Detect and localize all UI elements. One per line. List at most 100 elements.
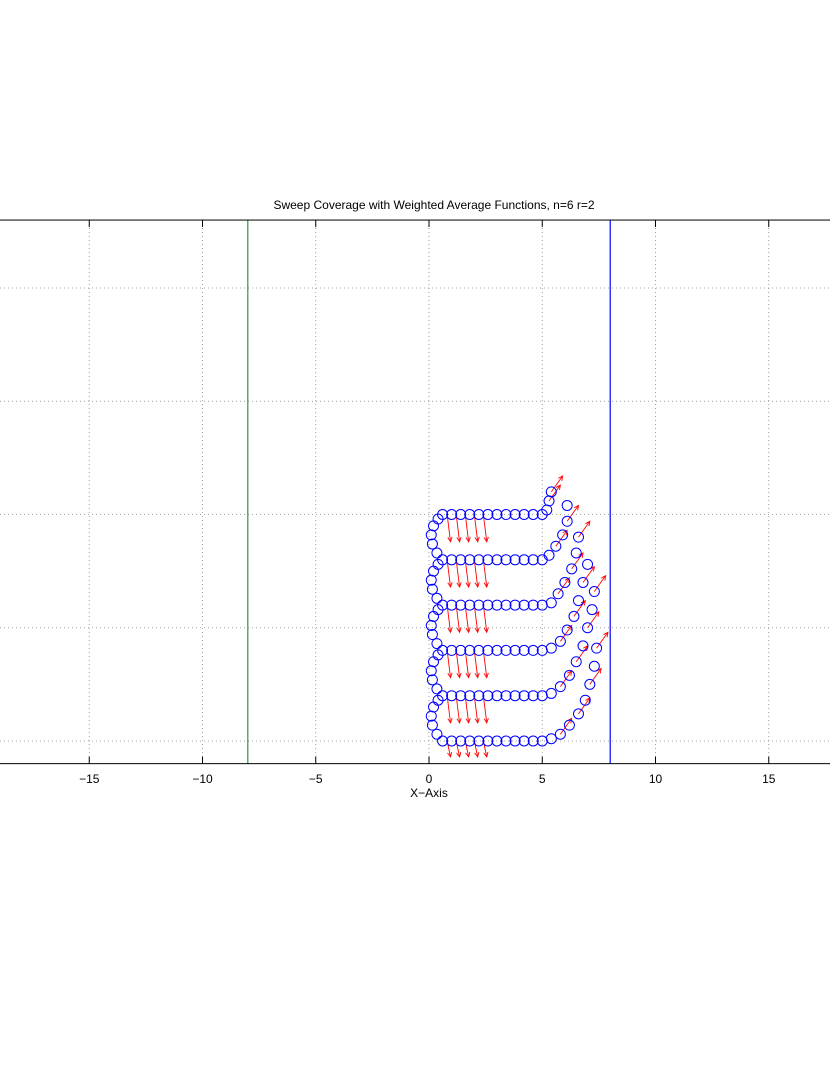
arrow-head bbox=[447, 751, 453, 758]
arrow-shaft bbox=[560, 718, 573, 735]
quiver-arrow bbox=[473, 514, 480, 543]
trajectory-marker bbox=[455, 509, 467, 520]
trajectory-marker bbox=[426, 674, 438, 686]
arrow-shaft bbox=[446, 514, 451, 542]
trajectory-marker bbox=[425, 529, 437, 541]
arrow-shaft bbox=[464, 514, 470, 542]
trajectory-marker bbox=[431, 728, 443, 740]
arrow-head bbox=[465, 751, 471, 758]
trajectory-marker bbox=[550, 540, 562, 552]
trajectory-marker bbox=[464, 644, 476, 656]
arrow-shaft bbox=[587, 611, 600, 629]
arrow-head bbox=[474, 717, 480, 724]
trajectory-marker bbox=[455, 690, 467, 702]
arrow-head bbox=[603, 631, 609, 638]
trajectory-marker bbox=[446, 509, 458, 520]
trajectory-marker bbox=[455, 599, 467, 611]
trajectory-marker bbox=[591, 642, 603, 654]
arrow-head bbox=[456, 536, 462, 543]
arrow-shaft bbox=[473, 605, 479, 633]
trajectory-marker bbox=[509, 509, 521, 520]
quiver-arrow bbox=[596, 631, 609, 649]
trajectory-marker bbox=[425, 710, 437, 722]
trajectory-marker bbox=[509, 690, 521, 702]
trajectory-marker bbox=[545, 597, 557, 609]
arrow-shaft bbox=[464, 695, 470, 723]
quiver-arrow bbox=[473, 559, 480, 589]
arrow-head bbox=[447, 672, 453, 679]
arrow-shaft bbox=[482, 514, 488, 542]
arrow-shaft bbox=[455, 559, 461, 588]
quiver-arrow bbox=[464, 650, 471, 679]
x-tick-label: −15 bbox=[79, 772, 100, 786]
trajectory-marker bbox=[554, 728, 566, 740]
quiver-arrow bbox=[455, 605, 462, 634]
trajectory-marker bbox=[563, 669, 575, 681]
quiver-arrow bbox=[575, 645, 589, 662]
arrow-shaft bbox=[473, 650, 479, 678]
trajectory-marker bbox=[509, 644, 521, 656]
trajectory-marker bbox=[568, 610, 580, 622]
trajectory-marker bbox=[500, 690, 512, 702]
trajectory-marker bbox=[543, 549, 555, 561]
arrow-shaft bbox=[548, 484, 561, 502]
arrow-shaft bbox=[589, 668, 602, 685]
arrow-head bbox=[564, 577, 571, 583]
arrow-shaft bbox=[464, 559, 470, 588]
x-axis-label: X−Axis bbox=[410, 786, 448, 800]
x-tick-label: 0 bbox=[426, 772, 433, 786]
trajectory-marker bbox=[473, 644, 485, 656]
trajectory-marker bbox=[446, 599, 458, 611]
trajectory-marker bbox=[428, 701, 440, 713]
arrow-shaft bbox=[446, 559, 451, 588]
quiver-arrow bbox=[446, 695, 453, 724]
axes-box bbox=[0, 219, 830, 765]
trajectory-marker bbox=[577, 640, 589, 652]
trajectory-marker bbox=[582, 558, 594, 570]
quiver-arrow bbox=[464, 514, 471, 543]
trajectory-marker bbox=[545, 486, 557, 498]
quiver-arrow bbox=[555, 529, 568, 547]
quiver-arrow bbox=[473, 695, 480, 724]
trajectory-marker bbox=[464, 599, 476, 611]
trajectory-marker bbox=[446, 735, 458, 747]
arrow-shaft bbox=[575, 645, 588, 662]
trajectory-marker bbox=[586, 604, 598, 616]
arrow-head bbox=[456, 717, 462, 724]
trajectory-marker bbox=[545, 642, 557, 654]
arrow-shaft bbox=[473, 514, 479, 542]
trajectory-marker bbox=[426, 629, 438, 641]
trajectory-marker bbox=[554, 635, 566, 647]
arrow-shaft bbox=[482, 695, 488, 723]
trajectory-marker bbox=[588, 660, 600, 672]
trajectory-marker bbox=[491, 735, 503, 747]
quiver-arrow bbox=[593, 574, 607, 592]
trajectory-marker bbox=[431, 592, 443, 604]
trajectory-marker bbox=[482, 644, 494, 656]
trajectory-marker bbox=[572, 708, 584, 720]
trajectory-marker bbox=[455, 644, 467, 656]
trajectory-marker bbox=[455, 554, 467, 566]
trajectory-marker bbox=[509, 599, 521, 611]
trajectory-marker bbox=[561, 624, 573, 636]
quiver-arrow bbox=[482, 650, 489, 679]
quiver-arrow bbox=[446, 650, 453, 679]
quiver-arrow bbox=[482, 514, 489, 543]
quiver-arrow bbox=[482, 605, 489, 634]
arrow-head bbox=[474, 582, 480, 589]
trajectory-marker bbox=[473, 690, 485, 702]
trajectory-marker bbox=[426, 583, 438, 595]
trajectory-marker bbox=[563, 719, 575, 731]
axes: −15 −10 −5 0 5 10 15 bbox=[0, 219, 830, 786]
trajectory-marker bbox=[482, 735, 494, 747]
arrow-shaft bbox=[455, 514, 461, 542]
trajectory-marker bbox=[527, 599, 539, 611]
arrow-head bbox=[456, 627, 462, 634]
trajectory-marker bbox=[527, 735, 539, 747]
trajectory-marker bbox=[432, 604, 444, 616]
arrow-head bbox=[558, 475, 564, 481]
arrow-shaft bbox=[571, 552, 584, 570]
arrow-head bbox=[578, 552, 584, 559]
arrow-shaft bbox=[578, 521, 591, 538]
